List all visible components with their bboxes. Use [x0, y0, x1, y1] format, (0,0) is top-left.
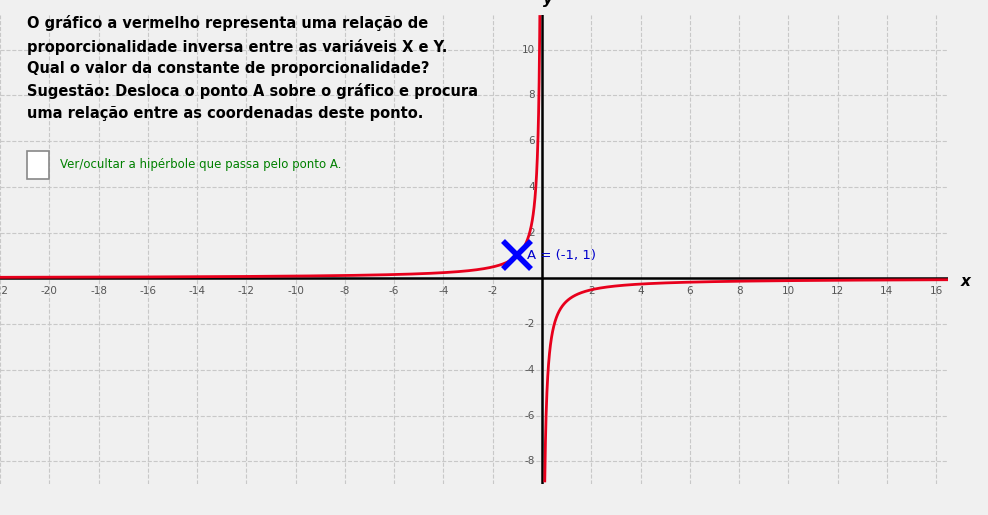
Text: x: x [960, 274, 970, 289]
Text: -6: -6 [389, 286, 399, 296]
Text: 4: 4 [528, 182, 535, 192]
Text: -14: -14 [189, 286, 206, 296]
Text: -10: -10 [288, 286, 304, 296]
Text: -2: -2 [525, 319, 535, 329]
Text: A = (-1, 1): A = (-1, 1) [528, 249, 596, 262]
Text: O gráfico a vermelho representa uma relação de
proporcionalidade inversa entre a: O gráfico a vermelho representa uma rela… [27, 15, 478, 121]
Text: -4: -4 [525, 365, 535, 375]
Text: Ver/ocultar a hipérbole que passa pelo ponto A.: Ver/ocultar a hipérbole que passa pelo p… [59, 158, 341, 171]
Text: 4: 4 [637, 286, 644, 296]
Text: -20: -20 [41, 286, 57, 296]
FancyBboxPatch shape [27, 150, 48, 179]
Text: -8: -8 [340, 286, 350, 296]
Text: 8: 8 [736, 286, 742, 296]
Text: -2: -2 [487, 286, 498, 296]
Text: -22: -22 [0, 286, 9, 296]
Text: -12: -12 [238, 286, 255, 296]
Text: 14: 14 [880, 286, 893, 296]
Text: -16: -16 [139, 286, 156, 296]
Text: 6: 6 [528, 136, 535, 146]
Text: 16: 16 [930, 286, 943, 296]
Text: 6: 6 [687, 286, 694, 296]
Text: 2: 2 [528, 228, 535, 237]
Text: -6: -6 [525, 410, 535, 421]
Text: y: y [543, 0, 553, 7]
Text: -8: -8 [525, 456, 535, 466]
Text: 10: 10 [522, 45, 535, 55]
Text: 10: 10 [782, 286, 795, 296]
Text: -4: -4 [439, 286, 449, 296]
Text: -18: -18 [90, 286, 107, 296]
Text: 12: 12 [831, 286, 844, 296]
Text: 2: 2 [588, 286, 595, 296]
Text: 8: 8 [528, 91, 535, 100]
